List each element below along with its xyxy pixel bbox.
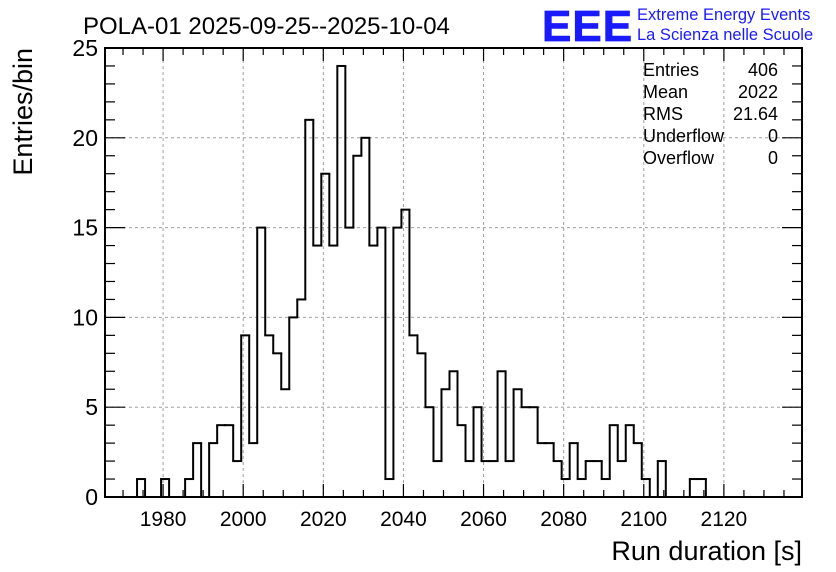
stats-value: 406: [748, 60, 778, 80]
stats-label: Entries: [643, 60, 699, 80]
stats-value: 0: [768, 126, 778, 146]
grid-lines: [105, 47, 802, 497]
x-tick-label: 2080: [540, 508, 587, 531]
logo-line-1: Extreme Energy Events: [637, 6, 810, 24]
stats-label: RMS: [643, 104, 683, 124]
stats-box: Entries 406 Mean 2022 RMS 21.64 Underflow 0 Over…: [643, 60, 778, 168]
y-tick-label: 20: [72, 125, 98, 151]
stats-label: Overflow: [643, 148, 715, 168]
y-tick-label: 5: [85, 394, 98, 420]
x-tick-label: 2060: [460, 508, 507, 531]
logo-line-2: La Scienza nelle Scuole: [637, 26, 813, 44]
stats-value: 0: [768, 148, 778, 168]
y-tick-label: 0: [85, 484, 98, 510]
chart-title: POLA-01 2025-09-25--2025-10-04: [83, 13, 450, 40]
logo-mark: EEE: [542, 2, 633, 51]
x-tick-label: 1980: [140, 508, 187, 531]
y-tick-labels: 0 5 10 15 20 25: [72, 35, 98, 510]
x-tick-label: 2100: [620, 508, 667, 531]
histogram-bars: [136, 64, 707, 497]
y-tick-label: 10: [72, 304, 98, 330]
y-axis-label: Entries/bin: [8, 48, 38, 176]
x-tick-label: 2020: [300, 508, 347, 531]
eee-logo: EEE Extreme Energy Events La Scienza nel…: [542, 2, 814, 52]
stats-value: 2022: [738, 82, 778, 102]
y-tick-label: 25: [72, 35, 98, 61]
stats-label: Underflow: [643, 126, 725, 146]
x-tick-label: 2000: [220, 508, 267, 531]
x-tick-label: 2120: [701, 508, 748, 531]
x-axis-label: Run duration [s]: [611, 536, 802, 566]
stats-label: Mean: [643, 82, 688, 102]
x-tick-label: 2040: [380, 508, 427, 531]
x-tick-labels: 1980 2000 2020 2040 2060 2080 2100 2120: [140, 508, 748, 531]
stats-value: 21.64: [733, 104, 778, 124]
axis-ticks: [105, 47, 802, 498]
plot-frame: [104, 47, 803, 498]
y-tick-label: 15: [72, 215, 98, 241]
